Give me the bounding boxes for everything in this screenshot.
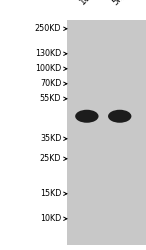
Text: 70KD: 70KD — [40, 79, 61, 88]
Text: 15KD: 15KD — [40, 189, 61, 198]
Text: 5ng: 5ng — [111, 0, 129, 8]
Bar — [67, 20, 146, 245]
Text: 35KD: 35KD — [40, 134, 61, 143]
Ellipse shape — [75, 110, 99, 123]
Text: 10KD: 10KD — [40, 214, 61, 223]
Text: 250KD: 250KD — [35, 24, 61, 33]
Text: 130KD: 130KD — [35, 49, 61, 58]
Text: 55KD: 55KD — [40, 94, 61, 103]
Text: 25KD: 25KD — [40, 154, 61, 163]
Text: 10ng: 10ng — [77, 0, 99, 8]
Ellipse shape — [108, 110, 131, 123]
Text: 100KD: 100KD — [35, 64, 61, 73]
